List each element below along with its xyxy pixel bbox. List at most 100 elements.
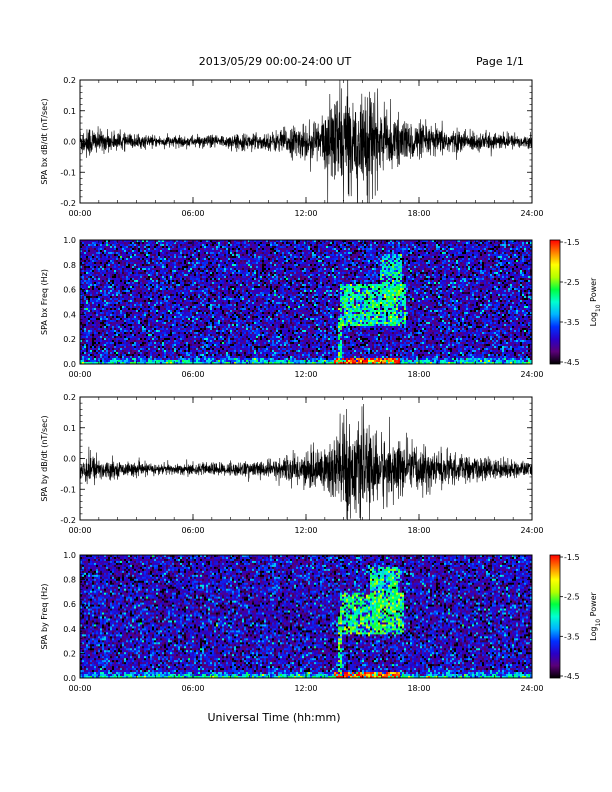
heatmap-cell <box>128 340 131 343</box>
heatmap-cell <box>136 348 139 351</box>
heatmap-cell <box>124 292 127 295</box>
heatmap-cell <box>124 252 127 255</box>
heatmap-cell <box>146 334 149 337</box>
heatmap-cell <box>130 318 133 321</box>
x-tick-label: 06:00 <box>181 209 204 218</box>
heatmap-cell <box>140 340 143 343</box>
heatmap-cell <box>90 336 93 339</box>
heatmap-cell <box>106 250 109 253</box>
heatmap-cell <box>90 332 93 335</box>
heatmap-cell <box>112 340 115 343</box>
heatmap-cell <box>130 334 133 337</box>
heatmap-cell <box>144 348 147 351</box>
heatmap-cell <box>100 244 103 247</box>
heatmap-cell <box>88 300 91 303</box>
heatmap-cell <box>92 346 95 349</box>
heatmap-cell <box>144 282 147 285</box>
heatmap-cell <box>126 294 129 297</box>
heatmap-cell <box>120 306 123 309</box>
heatmap-cell <box>108 348 111 351</box>
heatmap-cell <box>104 276 107 279</box>
heatmap-cell <box>82 320 85 323</box>
heatmap-cell <box>110 268 113 271</box>
heatmap-cell <box>94 354 97 357</box>
heatmap-cell <box>116 336 119 339</box>
heatmap-cell <box>114 316 117 319</box>
heatmap-cell <box>102 324 105 327</box>
heatmap-cell <box>120 252 123 255</box>
heatmap-cell <box>82 282 85 285</box>
heatmap-cell <box>152 272 155 275</box>
heatmap-cell <box>136 322 139 325</box>
heatmap-cell <box>140 298 143 301</box>
heatmap-cell <box>98 296 101 299</box>
heatmap-cell <box>110 266 113 269</box>
heatmap-cell <box>92 282 95 285</box>
heatmap-cell <box>106 336 109 339</box>
heatmap-cell <box>100 360 103 363</box>
heatmap-cell <box>94 322 97 325</box>
heatmap-cell <box>104 252 107 255</box>
heatmap-cell <box>106 314 109 317</box>
heatmap-cell <box>138 324 141 327</box>
heatmap-cell <box>120 360 123 363</box>
heatmap-cell <box>100 292 103 295</box>
heatmap-cell <box>86 330 89 333</box>
heatmap-cell <box>90 306 93 309</box>
heatmap-cell <box>110 358 113 361</box>
heatmap-cell <box>150 308 153 311</box>
heatmap-cell <box>80 326 83 329</box>
heatmap-cell <box>100 280 103 283</box>
heatmap-cell <box>134 314 137 317</box>
heatmap-cell <box>80 298 83 301</box>
heatmap-cell <box>106 266 109 269</box>
heatmap-cell <box>148 258 151 261</box>
heatmap-cell <box>108 282 111 285</box>
heatmap-cell <box>82 278 85 281</box>
heatmap-cell <box>142 310 145 313</box>
heatmap-cell <box>132 322 135 325</box>
heatmap-cell <box>84 302 87 305</box>
heatmap-cell <box>124 282 127 285</box>
heatmap-cell <box>130 320 133 323</box>
heatmap-cell <box>82 250 85 253</box>
heatmap-cell <box>102 320 105 323</box>
heatmap-cell <box>98 300 101 303</box>
heatmap-cell <box>86 338 89 341</box>
heatmap-cell <box>84 352 87 355</box>
heatmap-cell <box>140 344 143 347</box>
heatmap-cell <box>128 246 131 249</box>
heatmap-cell <box>122 262 125 265</box>
heatmap-cell <box>138 294 141 297</box>
heatmap-cell <box>90 296 93 299</box>
heatmap-cell <box>130 276 133 279</box>
heatmap-cell <box>104 330 107 333</box>
heatmap-cell <box>120 302 123 305</box>
heatmap-cell <box>90 282 93 285</box>
heatmap-cell <box>80 264 83 267</box>
heatmap-cell <box>82 266 85 269</box>
heatmap-cell <box>124 324 127 327</box>
heatmap-cell <box>92 296 95 299</box>
heatmap-cell <box>122 336 125 339</box>
heatmap-cell <box>116 294 119 297</box>
heatmap-cell <box>94 240 97 243</box>
heatmap-cell <box>118 328 121 331</box>
heatmap-cell <box>106 284 109 287</box>
heatmap-cell <box>84 358 87 361</box>
heatmap-cell <box>90 344 93 347</box>
heatmap-cell <box>114 350 117 353</box>
heatmap-cell <box>114 346 117 349</box>
heatmap-cell <box>80 254 83 257</box>
heatmap-cell <box>116 348 119 351</box>
heatmap-cell <box>124 262 127 265</box>
heatmap-cell <box>88 256 91 259</box>
heatmap-cell <box>138 340 141 343</box>
heatmap-cell <box>142 350 145 353</box>
heatmap-cell <box>110 290 113 293</box>
heatmap-cell <box>110 354 113 357</box>
heatmap-cell <box>118 254 121 257</box>
heatmap-cell <box>88 330 91 333</box>
heatmap-cell <box>112 312 115 315</box>
heatmap-cell <box>96 322 99 325</box>
